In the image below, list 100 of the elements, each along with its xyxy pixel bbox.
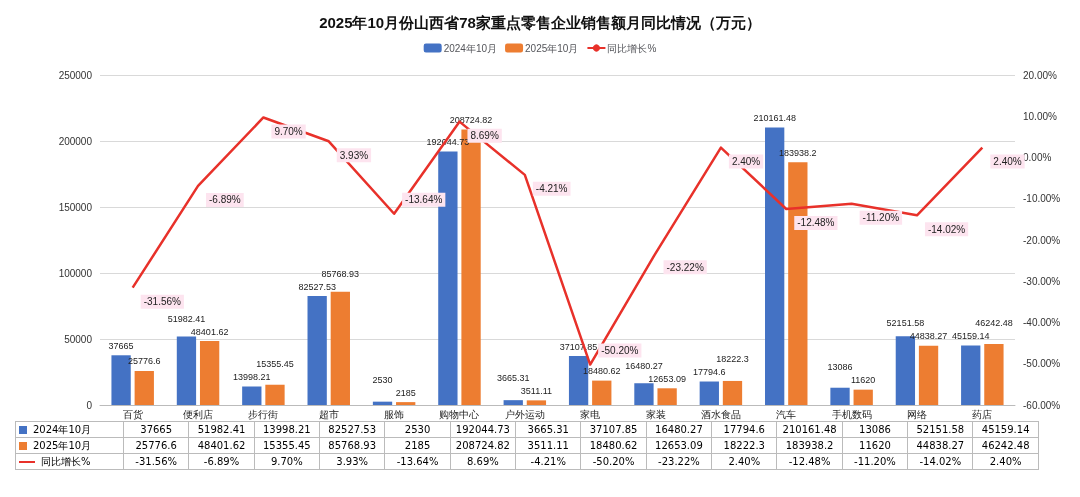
text: 2.40% <box>993 156 1022 168</box>
data-label: 82527.53 <box>319 421 385 438</box>
bar <box>176 336 197 405</box>
text: -11.20% <box>862 212 900 224</box>
text: 13998.21 <box>233 372 271 383</box>
data-label: 11620 <box>842 437 908 454</box>
bar <box>526 400 547 405</box>
data-label: 17794.6 <box>711 421 777 438</box>
data-label: 15355.45 <box>254 437 320 454</box>
bar <box>722 380 743 405</box>
data-label: 16480.27 <box>646 421 712 438</box>
data-label: 9.70% <box>254 453 320 470</box>
y2-tick-label: -60.00% <box>1023 399 1061 411</box>
bar <box>242 386 262 405</box>
data-label: 13086 <box>842 421 908 438</box>
x-tick-label: 汽车 <box>776 408 797 420</box>
data-label: 3.93% <box>319 453 385 470</box>
text: 37665 <box>108 340 134 351</box>
bar <box>503 400 523 405</box>
x-tick-label: 购物中心 <box>439 408 480 420</box>
data-label: 37665 <box>123 421 189 438</box>
text: 44838.27 <box>909 331 948 342</box>
legend-label: 2025年10月 <box>525 42 579 54</box>
legend-label: 同比增长% <box>607 42 657 54</box>
data-label: 25776.6 <box>123 437 189 454</box>
bar <box>830 387 850 405</box>
bar <box>265 384 285 405</box>
text: 16480.27 <box>625 360 663 371</box>
bar <box>396 402 416 405</box>
data-label: 12653.09 <box>646 437 712 454</box>
data-label: 3665.31 <box>515 421 581 438</box>
data-label: -23.22% <box>646 453 712 470</box>
bar <box>134 370 154 405</box>
bar <box>984 343 1004 405</box>
bar <box>330 291 350 405</box>
x-tick-label: 便利店 <box>183 408 214 420</box>
text: 15355.45 <box>256 359 294 370</box>
text: -4.21% <box>535 183 568 195</box>
text: 51982.41 <box>167 313 206 324</box>
data-label: 51982.41 <box>188 421 255 438</box>
y2-tick-label: 0.00% <box>1023 152 1052 163</box>
text: 208724.82 <box>449 114 493 125</box>
data-label: 18222.3 <box>711 437 777 454</box>
y-tick-label: 200000 <box>58 135 93 147</box>
data-label: -6.89% <box>188 453 255 470</box>
legend-label: 2024年10月 <box>443 42 498 54</box>
x-tick-label: 百货 <box>122 408 143 420</box>
data-label: -13.64% <box>384 453 451 470</box>
text: 45159.14 <box>951 330 990 341</box>
text: 210161.48 <box>753 113 796 124</box>
y2-tick-label: 10.00% <box>1023 110 1058 122</box>
data-label: 2185 <box>384 437 451 454</box>
text: 12653.09 <box>648 373 686 384</box>
text: -12.48% <box>797 217 835 229</box>
bar <box>699 381 719 405</box>
y-tick-label: 250000 <box>58 69 93 81</box>
data-label: 45159.14 <box>972 421 1039 438</box>
data-label: 46242.48 <box>972 437 1039 454</box>
x-tick-label: 家装 <box>645 408 666 420</box>
y-tick-label: 0 <box>86 399 93 411</box>
data-label: -11.20% <box>842 453 908 470</box>
text: 3.93% <box>339 149 369 161</box>
y-tick-label: 100000 <box>58 267 93 279</box>
text: 17794.6 <box>693 367 726 378</box>
text: -23.22% <box>666 261 704 273</box>
text: 85768.93 <box>321 268 360 279</box>
y2-tick-label: -40.00% <box>1023 317 1061 328</box>
text: 11620 <box>851 375 876 386</box>
bar <box>961 345 981 405</box>
x-tick-label: 家电 <box>580 408 601 420</box>
bar <box>918 345 939 405</box>
text: 9.70% <box>274 125 303 137</box>
bar <box>199 341 220 405</box>
text: 48401.62 <box>190 326 229 337</box>
text: 2185 <box>395 387 416 398</box>
data-label: 8.69% <box>450 453 516 470</box>
y2-tick-label: -10.00% <box>1023 193 1061 205</box>
data-label: 2.40% <box>711 453 777 470</box>
text: 3665.31 <box>496 372 530 383</box>
y2-tick-label: 20.00% <box>1023 69 1058 81</box>
data-label: 85768.93 <box>319 437 385 454</box>
bar <box>657 388 677 405</box>
data-label: 192044.73 <box>450 421 516 438</box>
text: -13.64% <box>405 194 443 206</box>
x-tick-label: 药店 <box>972 408 993 420</box>
text: -14.02% <box>927 223 966 235</box>
data-label: 183938.2 <box>776 437 843 454</box>
y2-tick-label: -50.00% <box>1023 358 1061 370</box>
data-label: -50.20% <box>580 453 647 470</box>
text: 同比增长% <box>41 455 91 467</box>
x-tick-label: 超市 <box>318 408 339 420</box>
data-label: 210161.48 <box>776 421 843 438</box>
x-tick-label: 服饰 <box>384 408 405 420</box>
bar <box>592 380 612 405</box>
data-label: 2.40% <box>972 453 1039 470</box>
data-label: 3511.11 <box>515 437 581 454</box>
y-tick-label: 50000 <box>64 333 93 345</box>
chart-title: 2025年10月份山西省78家重点零售企业销售额月同比情况（万元） <box>319 14 761 31</box>
data-label: -31.56% <box>123 453 189 470</box>
text: 2024年10月 <box>33 423 92 435</box>
